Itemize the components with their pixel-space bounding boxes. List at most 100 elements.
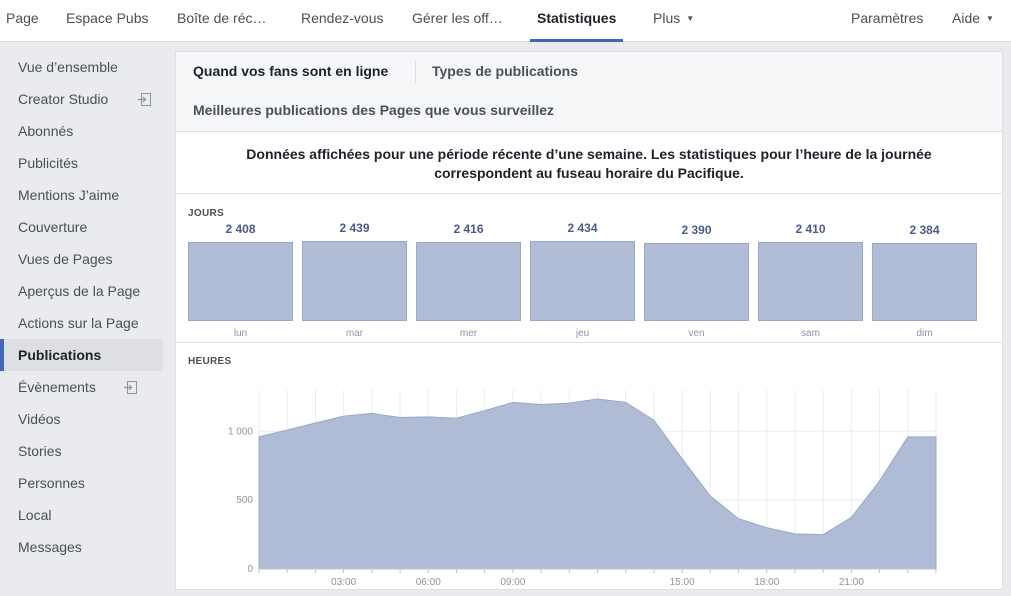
day-axis-label: mar (345, 328, 364, 339)
tab-fans-online[interactable]: Quand vos fans sont en ligne (193, 63, 389, 79)
nav-insights[interactable]: Statistiques (529, 0, 624, 42)
sidebar-item-label: Publications (18, 347, 102, 363)
day-axis-label: jeu (575, 328, 590, 339)
day-value-label: 2 434 (567, 221, 598, 235)
sidebar-item-overview[interactable]: Vue d’ensemble (0, 51, 163, 83)
nav-more-label: Plus (653, 10, 681, 26)
hours-area-chart: 0 500 1 000 03:00 06:00 09:00 15:00 18:00 21:00 (228, 390, 937, 588)
day-axis-label: sam (801, 328, 820, 339)
day-bar[interactable] (416, 242, 521, 321)
y-tick-label: 1 000 (228, 426, 253, 437)
day-bar[interactable] (872, 243, 977, 321)
sidebar-item-label: Vues de Pages (18, 251, 113, 267)
sidebar-item-followers[interactable]: Abonnés (0, 115, 163, 147)
sidebar-item-label: Vue d’ensemble (18, 59, 118, 75)
nav-help-label: Aide (952, 10, 981, 26)
nav-appointments[interactable]: Rendez-vous (301, 10, 384, 26)
day-bar[interactable] (758, 242, 863, 321)
hours-area[interactable] (258, 398, 937, 570)
day-column: 2 384 dim (872, 194, 977, 342)
notice-line-1: Données affichées pour une période récen… (246, 146, 932, 162)
nav-manage-offers[interactable]: Gérer les off… (412, 10, 503, 26)
x-tick-label: 21:00 (839, 577, 864, 588)
sidebar-item-label: Couverture (18, 219, 88, 235)
notice-line-2: correspondent au fuseau horaire du Pacif… (434, 165, 744, 181)
sidebar-item-label: Aperçus de la Page (18, 283, 141, 299)
x-tick-label: 03:00 (331, 577, 356, 588)
sidebar-item-ads[interactable]: Publicités (0, 147, 163, 179)
day-axis-label: dim (916, 328, 933, 339)
sidebar-item-page-actions[interactable]: Actions sur la Page (0, 307, 163, 339)
sidebar-item-label: Messages (18, 539, 82, 555)
sidebar: Vue d’ensemble Creator Studio Abonnés Pu… (0, 51, 163, 563)
sidebar-item-stories[interactable]: Stories (0, 435, 163, 467)
y-tick-label: 0 (247, 564, 253, 575)
day-column: 2 410 sam (758, 194, 863, 342)
tab-divider (415, 61, 416, 83)
sidebar-item-people[interactable]: Personnes (0, 467, 163, 499)
day-value-label: 2 410 (795, 222, 826, 236)
sidebar-item-creator-studio[interactable]: Creator Studio (0, 83, 163, 115)
caret-down-icon: ▼ (686, 14, 695, 23)
day-value-label: 2 390 (681, 223, 712, 237)
sidebar-item-label: Vidéos (18, 411, 61, 427)
day-bar[interactable] (530, 241, 635, 321)
sidebar-item-messages[interactable]: Messages (0, 531, 163, 563)
day-value-label: 2 416 (453, 222, 484, 236)
sidebar-item-page-previews[interactable]: Aperçus de la Page (0, 275, 163, 307)
y-tick-label: 500 (236, 495, 253, 506)
day-axis-label: ven (688, 328, 705, 339)
days-section: JOURS 2 408 lun 2 439 mar 2 416 mer 2 434 jeu 2 … (176, 194, 1002, 343)
day-axis-label: mer (459, 328, 478, 339)
x-tick-label: 15:00 (670, 577, 695, 588)
x-tick-label: 06:00 (416, 577, 441, 588)
posts-tabs: Quand vos fans sont en ligne Types de pu… (176, 52, 1002, 132)
day-axis-label: lun (233, 328, 248, 339)
tab-top-posts[interactable]: Meilleures publications des Pages que vo… (193, 102, 555, 118)
hours-heading: HEURES (188, 356, 232, 367)
day-bar[interactable] (302, 241, 407, 321)
day-bar[interactable] (188, 242, 293, 321)
sidebar-item-label: Abonnés (18, 123, 74, 139)
nav-settings[interactable]: Paramètres (851, 10, 924, 26)
tab-post-types[interactable]: Types de publications (432, 63, 578, 79)
days-heading: JOURS (188, 208, 224, 219)
sidebar-item-label: Actions sur la Page (18, 315, 139, 331)
sidebar-item-events[interactable]: Évènements (0, 371, 163, 403)
sidebar-item-likes[interactable]: Mentions J’aime (0, 179, 163, 211)
x-tick-label: 09:00 (500, 577, 525, 588)
sidebar-item-label: Local (18, 507, 52, 523)
day-value-label: 2 408 (225, 222, 256, 236)
insights-panel: Quand vos fans sont en ligne Types de pu… (175, 51, 1003, 590)
nav-inbox[interactable]: Boîte de réc… (177, 10, 267, 26)
sidebar-item-label: Évènements (18, 379, 96, 395)
exit-icon (138, 93, 151, 106)
sidebar-item-reach[interactable]: Couverture (0, 211, 163, 243)
day-column: 2 408 lun (188, 194, 293, 342)
nav-more[interactable]: Plus ▼ (653, 0, 694, 42)
day-column: 2 434 jeu (530, 194, 635, 342)
sidebar-item-videos[interactable]: Vidéos (0, 403, 163, 435)
day-column: 2 390 ven (644, 194, 749, 342)
day-value-label: 2 384 (909, 223, 940, 237)
nav-page[interactable]: Page (6, 10, 39, 26)
x-tick-label: 18:00 (754, 577, 779, 588)
sidebar-item-label: Stories (18, 443, 62, 459)
top-navigation: Page Espace Pubs Boîte de réc… Rendez-vo… (0, 0, 1011, 42)
nav-help[interactable]: Aide ▼ (952, 0, 994, 42)
day-column: 2 439 mar (302, 194, 407, 342)
day-bar[interactable] (644, 243, 749, 321)
sidebar-item-label: Publicités (18, 155, 78, 171)
sidebar-item-posts[interactable]: Publications (0, 339, 163, 371)
caret-down-icon: ▼ (986, 14, 994, 23)
day-column: 2 416 mer (416, 194, 521, 342)
sidebar-item-label: Mentions J’aime (18, 187, 120, 203)
sidebar-item-label: Personnes (18, 475, 85, 491)
sidebar-item-label: Creator Studio (18, 91, 109, 107)
timezone-notice: Données affichées pour une période récen… (176, 132, 1002, 194)
sidebar-item-local[interactable]: Local (0, 499, 163, 531)
nav-ads-center[interactable]: Espace Pubs (66, 10, 149, 26)
sidebar-item-page-views[interactable]: Vues de Pages (0, 243, 163, 275)
day-value-label: 2 439 (339, 221, 370, 235)
exit-icon (124, 381, 137, 394)
